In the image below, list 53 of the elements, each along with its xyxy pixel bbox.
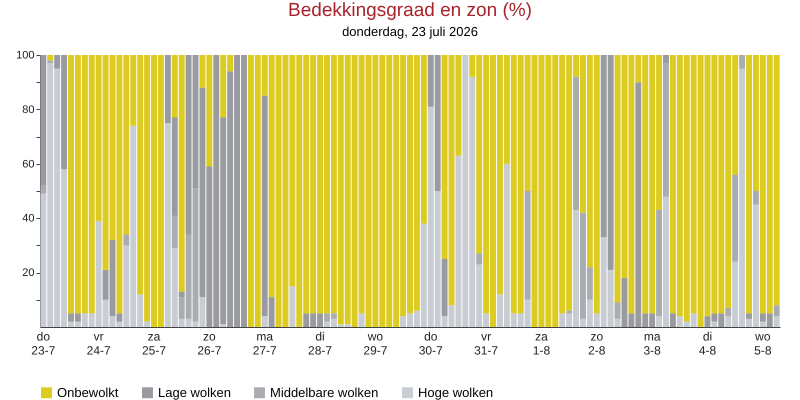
x-tick-label: vr 24-7: [86, 330, 111, 358]
x-tick-label: wo 5-8: [754, 330, 772, 358]
bar: [40, 186, 46, 194]
y-tick-label: 40: [22, 212, 34, 225]
legend-label: Middelbare wolken: [270, 384, 378, 400]
bar: [725, 308, 732, 316]
bar: [442, 259, 448, 316]
x-tick-label: za 25-7: [142, 330, 166, 358]
bar: [670, 313, 676, 327]
x-tick-label: zo 26-7: [197, 330, 222, 358]
bar: [47, 55, 54, 60]
bar: [289, 286, 296, 327]
x-tick-label: do 30-7: [418, 330, 444, 358]
y-tick-label: 60: [22, 158, 34, 170]
chart-subtitle: donderdag, 23 juli 2026: [342, 24, 478, 39]
bar: [752, 191, 759, 205]
legend-label: Lage wolken: [158, 384, 231, 400]
bar: [732, 174, 738, 262]
bar: [663, 63, 669, 196]
x-tick-label: ma 3-8: [643, 330, 662, 358]
bar: [746, 313, 752, 319]
bar: [656, 210, 662, 316]
bar: [573, 76, 580, 210]
bar: [40, 55, 46, 186]
bar: [172, 215, 178, 248]
x-tick-label: vr 31-7: [474, 330, 498, 358]
bar: [358, 313, 365, 327]
bar: [123, 234, 130, 246]
x-tick-label: za 1-8: [532, 330, 550, 358]
x-tick-label: wo 29-7: [363, 330, 388, 358]
x-tick-label: ma 27-7: [252, 330, 278, 358]
x-tick-label: do 23-7: [31, 330, 56, 358]
x-tick-label: di 4-8: [698, 330, 716, 358]
y-tick-label: 20: [22, 267, 34, 280]
chart-title: Bedekkingsgraad en zon (%): [288, 0, 532, 21]
bar: [262, 316, 268, 327]
bar: [774, 316, 780, 327]
y-tick-label: 100: [16, 50, 34, 62]
x-tick-label: zo 2-8: [588, 330, 606, 358]
bar: [178, 292, 185, 298]
bar: [566, 310, 572, 314]
bar: [614, 302, 621, 319]
bar: [476, 254, 482, 264]
x-tick-label: di 28-7: [308, 330, 332, 358]
bar: [774, 305, 780, 316]
y-tick-label: 80: [22, 104, 34, 116]
legend-label: Hoge wolken: [418, 384, 494, 400]
legend-label: Onbewolkt: [57, 384, 119, 400]
bar: [663, 55, 669, 64]
bar: [220, 324, 226, 327]
bar: [739, 55, 746, 69]
bar: [711, 322, 718, 327]
bar: [524, 191, 531, 300]
